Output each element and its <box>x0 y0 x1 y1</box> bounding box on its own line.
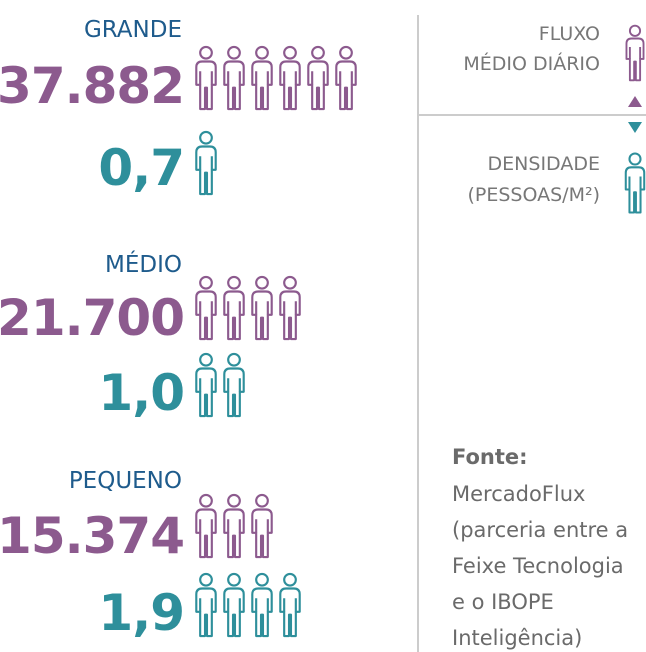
down-arrow <box>628 122 642 133</box>
legend-icon <box>624 152 646 214</box>
group-label: PEQUENO <box>69 468 182 494</box>
density-icons <box>195 130 217 196</box>
group-label: GRANDE <box>84 17 182 43</box>
flow-value: 21.700 <box>0 289 184 347</box>
density-value: 1,9 <box>98 584 184 642</box>
flow-icons <box>195 275 301 341</box>
legend-text: (PESSOAS/M²) <box>468 184 601 206</box>
density-value: 0,7 <box>98 139 184 197</box>
source-line: Feixe Tecnologia <box>452 554 624 578</box>
source-line: (parceria entre a <box>452 518 628 542</box>
legend-text: MÉDIO DIÁRIO <box>463 52 600 75</box>
source-title: Fonte: <box>452 445 528 469</box>
density-icons <box>195 572 301 638</box>
up-arrow <box>628 96 642 107</box>
flow-value: 15.374 <box>0 507 184 565</box>
legend-text: FLUXO <box>539 23 600 45</box>
source-line: Inteligência) <box>452 626 582 650</box>
flow-value: 37.882 <box>0 57 184 115</box>
source-line: e o IBOPE <box>452 590 554 614</box>
legend-icon <box>625 24 645 82</box>
group-label: MÉDIO <box>105 250 182 278</box>
density-icons <box>195 352 245 418</box>
flow-icons <box>195 493 273 559</box>
source-line: MercadoFlux <box>452 482 585 506</box>
legend-text: DENSIDADE <box>488 153 600 175</box>
flow-icons <box>195 45 357 111</box>
density-value: 1,0 <box>98 364 184 422</box>
